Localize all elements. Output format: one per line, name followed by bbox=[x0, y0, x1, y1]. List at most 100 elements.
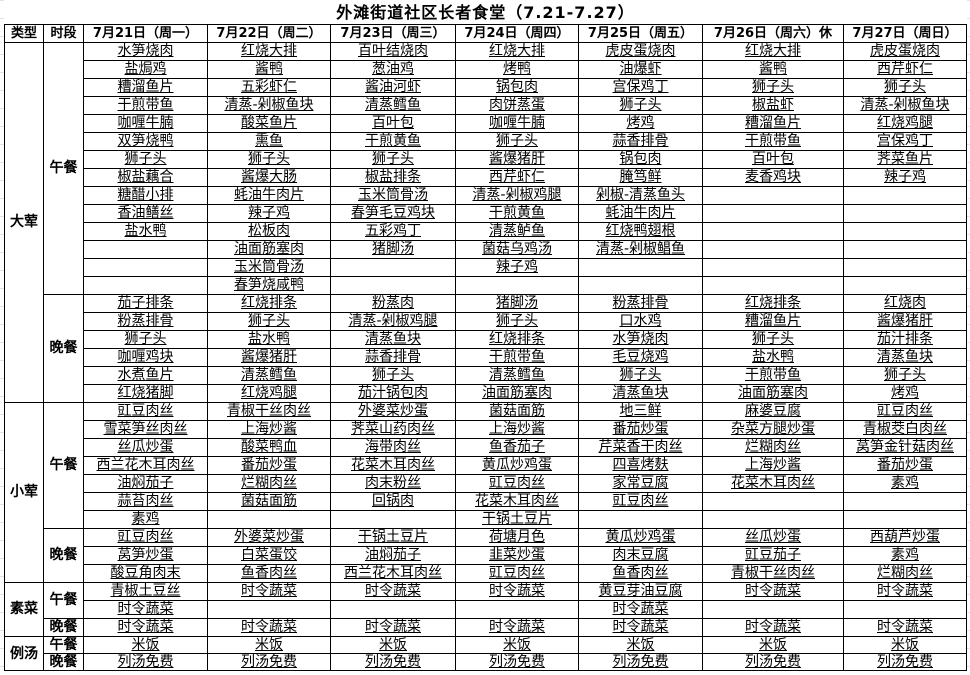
dish-cell[interactable]: 腌笃鲜 bbox=[578, 168, 703, 187]
dish-cell[interactable]: 辣子鸡 bbox=[843, 168, 967, 187]
dish-cell[interactable]: 杂菜方腿炒蛋 bbox=[702, 420, 844, 439]
dish-cell[interactable]: 五彩鸡丁 bbox=[330, 222, 456, 241]
dish-cell[interactable]: 酸菜鱼片 bbox=[207, 114, 331, 133]
dish-cell[interactable]: 盐焗鸡 bbox=[83, 60, 208, 79]
menu-title[interactable]: 外滩街道社区长者食堂（7.21-7.27） bbox=[4, 0, 967, 25]
dish-cell[interactable]: 列汤免费 bbox=[843, 653, 967, 671]
dish-cell[interactable]: 油焖茄子 bbox=[83, 474, 208, 493]
dish-cell[interactable]: 盐水鸭 bbox=[207, 330, 331, 349]
dish-cell[interactable]: 粉蒸肉 bbox=[330, 294, 456, 313]
dish-cell[interactable]: 辣子鸡 bbox=[455, 258, 579, 277]
dish-cell[interactable]: 豇豆肉丝 bbox=[843, 402, 967, 421]
dish-cell[interactable]: 剁椒-清蒸鱼头 bbox=[578, 186, 703, 205]
dish-cell[interactable]: 米饭 bbox=[330, 636, 456, 654]
dish-cell[interactable]: 红烧肉 bbox=[843, 294, 967, 313]
dish-cell[interactable] bbox=[578, 258, 703, 277]
dish-cell[interactable]: 黄瓜炒鸡蛋 bbox=[455, 456, 579, 475]
dish-cell[interactable]: 茄汁排条 bbox=[843, 330, 967, 349]
dish-cell[interactable] bbox=[207, 600, 331, 619]
dish-cell[interactable]: 双笋烧鸭 bbox=[83, 132, 208, 151]
dish-cell[interactable]: 清蒸-剁椒鸡腿 bbox=[455, 186, 579, 205]
dish-cell[interactable]: 红烧大排 bbox=[455, 42, 579, 61]
dish-cell[interactable]: 菌菇面筋 bbox=[455, 402, 579, 421]
dish-cell[interactable]: 西芹虾仁 bbox=[455, 168, 579, 187]
dish-cell[interactable]: 回锅肉 bbox=[330, 492, 456, 511]
category-cell[interactable]: 大荤 bbox=[4, 42, 44, 403]
dish-cell[interactable]: 白菜蛋饺 bbox=[207, 546, 331, 565]
dish-cell[interactable]: 百叶包 bbox=[330, 114, 456, 133]
dish-cell[interactable]: 狮子头 bbox=[455, 312, 579, 331]
dish-cell[interactable]: 青椒干丝肉丝 bbox=[207, 402, 331, 421]
dish-cell[interactable]: 糟溜鱼片 bbox=[702, 114, 844, 133]
dish-cell[interactable]: 红烧大排 bbox=[207, 42, 331, 61]
dish-cell[interactable]: 干煎带鱼 bbox=[455, 348, 579, 367]
dish-cell[interactable]: 列汤免费 bbox=[702, 653, 844, 671]
dish-cell[interactable]: 狮子头 bbox=[578, 366, 703, 385]
dish-cell[interactable]: 干锅土豆片 bbox=[330, 528, 456, 547]
dish-cell[interactable]: 酱爆猪肝 bbox=[843, 312, 967, 331]
dish-cell[interactable]: 水煮鱼片 bbox=[83, 366, 208, 385]
dish-cell[interactable] bbox=[207, 510, 331, 529]
dish-cell[interactable]: 糖醋小排 bbox=[83, 186, 208, 205]
dish-cell[interactable]: 鱼香肉丝 bbox=[207, 564, 331, 583]
dish-cell[interactable]: 芹菜香干肉丝 bbox=[578, 438, 703, 457]
dish-cell[interactable]: 上海炒酱 bbox=[455, 420, 579, 439]
meal-period-cell[interactable]: 晚餐 bbox=[43, 528, 84, 583]
dish-cell[interactable]: 番茄炒蛋 bbox=[578, 420, 703, 439]
dish-cell[interactable]: 青椒土豆丝 bbox=[83, 582, 208, 601]
dish-cell[interactable]: 水笋烧肉 bbox=[83, 42, 208, 61]
dish-cell[interactable]: 素鸡 bbox=[843, 546, 967, 565]
dish-cell[interactable]: 清蒸鳕鱼 bbox=[207, 366, 331, 385]
dish-cell[interactable]: 糟溜鱼片 bbox=[702, 312, 844, 331]
dish-cell[interactable]: 烂糊肉丝 bbox=[843, 564, 967, 583]
dish-cell[interactable]: 时令蔬菜 bbox=[83, 618, 208, 637]
dish-cell[interactable]: 狮子头 bbox=[578, 96, 703, 115]
dish-cell[interactable]: 油面筋塞肉 bbox=[702, 384, 844, 403]
dish-cell[interactable]: 百叶包 bbox=[702, 150, 844, 169]
dish-cell[interactable]: 肉末豆腐 bbox=[578, 546, 703, 565]
meal-period-cell[interactable]: 午餐 bbox=[43, 582, 84, 619]
header-type[interactable]: 类型 bbox=[4, 24, 44, 43]
dish-cell[interactable]: 干煎带鱼 bbox=[702, 132, 844, 151]
dish-cell[interactable]: 韭菜炒蛋 bbox=[455, 546, 579, 565]
dish-cell[interactable]: 雪菜笋丝肉丝 bbox=[83, 420, 208, 439]
dish-cell[interactable]: 红烧猪脚 bbox=[83, 384, 208, 403]
dish-cell[interactable] bbox=[843, 222, 967, 241]
dish-cell[interactable]: 酱爆大肠 bbox=[207, 168, 331, 187]
dish-cell[interactable] bbox=[843, 186, 967, 205]
header-day-1[interactable]: 7月21日（周一） bbox=[83, 24, 208, 43]
dish-cell[interactable]: 宫保鸡丁 bbox=[843, 132, 967, 151]
dish-cell[interactable]: 米饭 bbox=[702, 636, 844, 654]
dish-cell[interactable] bbox=[843, 204, 967, 223]
meal-period-cell[interactable]: 晚餐 bbox=[43, 618, 84, 637]
dish-cell[interactable]: 干煎黄鱼 bbox=[330, 132, 456, 151]
dish-cell[interactable]: 素鸡 bbox=[843, 474, 967, 493]
dish-cell[interactable]: 米饭 bbox=[207, 636, 331, 654]
dish-cell[interactable]: 干煎带鱼 bbox=[702, 366, 844, 385]
dish-cell[interactable] bbox=[843, 258, 967, 277]
dish-cell[interactable]: 地三鲜 bbox=[578, 402, 703, 421]
dish-cell[interactable]: 清蒸-剁椒鱼块 bbox=[207, 96, 331, 115]
dish-cell[interactable]: 肉饼蒸蛋 bbox=[455, 96, 579, 115]
dish-cell[interactable] bbox=[843, 510, 967, 529]
dish-cell[interactable]: 麦香鸡块 bbox=[702, 168, 844, 187]
dish-cell[interactable]: 烂糊肉丝 bbox=[207, 474, 331, 493]
dish-cell[interactable]: 狮子头 bbox=[843, 78, 967, 97]
dish-cell[interactable]: 狮子头 bbox=[843, 366, 967, 385]
dish-cell[interactable]: 椒盐虾 bbox=[702, 96, 844, 115]
dish-cell[interactable]: 时令蔬菜 bbox=[330, 582, 456, 601]
dish-cell[interactable]: 锅包肉 bbox=[455, 78, 579, 97]
dish-cell[interactable]: 狮子头 bbox=[330, 150, 456, 169]
dish-cell[interactable]: 干煎黄鱼 bbox=[455, 204, 579, 223]
dish-cell[interactable] bbox=[330, 510, 456, 529]
meal-period-cell[interactable]: 晚餐 bbox=[43, 294, 84, 403]
dish-cell[interactable]: 菌菇面筋 bbox=[207, 492, 331, 511]
dish-cell[interactable]: 外婆菜炒蛋 bbox=[330, 402, 456, 421]
dish-cell[interactable]: 红烧鸭翅根 bbox=[578, 222, 703, 241]
dish-cell[interactable] bbox=[83, 240, 208, 259]
dish-cell[interactable]: 花菜木耳肉丝 bbox=[702, 474, 844, 493]
dish-cell[interactable]: 狮子头 bbox=[83, 330, 208, 349]
dish-cell[interactable]: 外婆菜炒蛋 bbox=[207, 528, 331, 547]
dish-cell[interactable]: 咖喱牛腩 bbox=[455, 114, 579, 133]
dish-cell[interactable]: 上海炒酱 bbox=[207, 420, 331, 439]
